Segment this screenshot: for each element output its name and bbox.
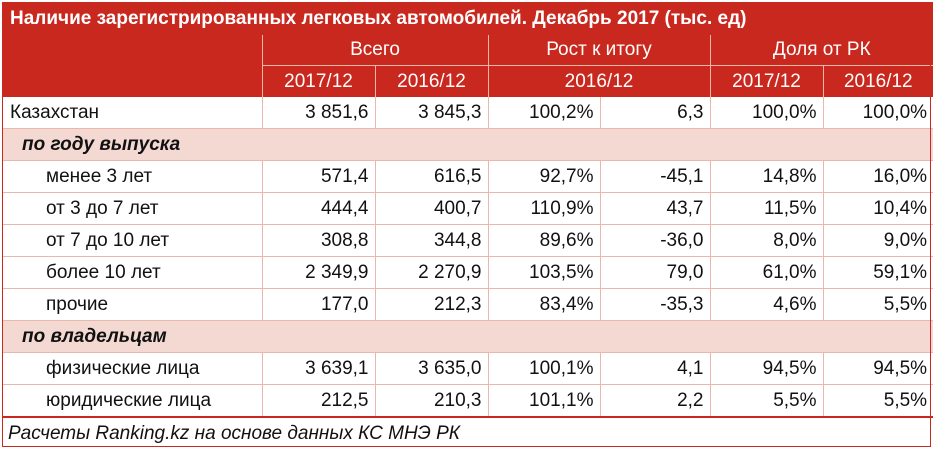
cell-value: 92,7% — [487, 160, 600, 193]
row-label: юридические лица — [2, 384, 262, 418]
header-sub-growth-2016: 2016/12 — [487, 65, 710, 97]
section-label: по владельцам — [2, 320, 934, 353]
cell-value: 110,9% — [487, 192, 600, 225]
cell-value: 61,0% — [709, 256, 823, 289]
cell-value: 212,5 — [261, 384, 375, 418]
cell-value: 83,4% — [487, 288, 600, 321]
cell-value: -45,1 — [599, 160, 710, 193]
cell-value: 94,5% — [822, 352, 934, 385]
cell-value: 4,6% — [709, 288, 823, 321]
cell-value: 344,8 — [374, 224, 488, 257]
cell-value: 101,1% — [487, 384, 600, 418]
cell-value: 4,1 — [599, 352, 710, 385]
header-group-share: Доля от РК — [709, 35, 934, 66]
cell-value: 94,5% — [709, 352, 823, 385]
cell-value: 571,4 — [261, 160, 375, 193]
cell-value: 308,8 — [261, 224, 375, 257]
cell-value: 616,5 — [374, 160, 488, 193]
section-label: по году выпуска — [2, 128, 934, 161]
cell-value: 11,5% — [709, 192, 823, 225]
table-row: прочие 177,0 212,3 83,4% -35,3 4,6% 5,5% — [2, 288, 934, 321]
table-row: более 10 лет 2 349,9 2 270,9 103,5% 79,0… — [2, 256, 934, 289]
cell-value: 3 845,3 — [374, 97, 488, 129]
cell-value: 43,7 — [599, 192, 710, 225]
cell-value: 9,0% — [822, 224, 934, 257]
cell-value: 2 270,9 — [374, 256, 488, 289]
cell-value: 5,5% — [822, 384, 934, 418]
cell-value: 210,3 — [374, 384, 488, 418]
cell-value: 212,3 — [374, 288, 488, 321]
table-title: Наличие зарегистрированных легковых авто… — [2, 2, 934, 35]
cell-value: -35,3 — [599, 288, 710, 321]
table-footer: Расчеты Ranking.kz на основе данных КС М… — [2, 416, 934, 449]
row-label: Казахстан — [2, 97, 262, 129]
cell-value: 100,0% — [709, 97, 823, 129]
source-note: Расчеты Ranking.kz на основе данных КС М… — [2, 416, 934, 449]
table-row: менее 3 лет 571,4 616,5 92,7% -45,1 14,8… — [2, 160, 934, 193]
row-label: от 7 до 10 лет — [2, 224, 262, 257]
cell-value: 59,1% — [822, 256, 934, 289]
table-row: физические лица 3 639,1 3 635,0 100,1% 4… — [2, 352, 934, 385]
section-header-owner: по владельцам — [2, 320, 934, 353]
cell-value: 444,4 — [261, 192, 375, 225]
cell-value: 8,0% — [709, 224, 823, 257]
cell-value: 3 851,6 — [261, 97, 375, 129]
cell-value: 100,1% — [487, 352, 600, 385]
cell-value: 10,4% — [822, 192, 934, 225]
cell-value: 2,2 — [599, 384, 710, 418]
cell-value: 100,0% — [822, 97, 934, 129]
cell-value: 79,0 — [599, 256, 710, 289]
cell-value: 400,7 — [374, 192, 488, 225]
section-header-year: по году выпуска — [2, 128, 934, 161]
row-label: более 10 лет — [2, 256, 262, 289]
cell-value: 14,8% — [709, 160, 823, 193]
header-sub-share-2017: 2017/12 — [709, 65, 823, 97]
cell-value: 16,0% — [822, 160, 934, 193]
header-group-growth: Рост к итогу — [487, 35, 710, 66]
table-row: от 3 до 7 лет 444,4 400,7 110,9% 43,7 11… — [2, 192, 934, 225]
header-sub-total-2017: 2017/12 — [261, 65, 375, 97]
cell-value: 89,6% — [487, 224, 600, 257]
cell-value: 3 635,0 — [374, 352, 488, 385]
cell-value: 5,5% — [709, 384, 823, 418]
cell-value: -36,0 — [599, 224, 710, 257]
cell-value: 177,0 — [261, 288, 375, 321]
header-blank — [2, 35, 262, 97]
cell-value: 103,5% — [487, 256, 600, 289]
row-label: прочие — [2, 288, 262, 321]
row-label: от 3 до 7 лет — [2, 192, 262, 225]
header-sub-total-2016: 2016/12 — [374, 65, 488, 97]
table-row-total: Казахстан 3 851,6 3 845,3 100,2% 6,3 100… — [2, 97, 934, 129]
cell-value: 6,3 — [599, 97, 710, 129]
cell-value: 2 349,9 — [261, 256, 375, 289]
cell-value: 3 639,1 — [261, 352, 375, 385]
table-row: от 7 до 10 лет 308,8 344,8 89,6% -36,0 8… — [2, 224, 934, 257]
table-row: юридические лица 212,5 210,3 101,1% 2,2 … — [2, 384, 934, 418]
header-group-total: Всего — [261, 35, 488, 66]
row-label: менее 3 лет — [2, 160, 262, 193]
cell-value: 100,2% — [487, 97, 600, 129]
cell-value: 5,5% — [822, 288, 934, 321]
header-sub-share-2016: 2016/12 — [822, 65, 934, 97]
row-label: физические лица — [2, 352, 262, 385]
